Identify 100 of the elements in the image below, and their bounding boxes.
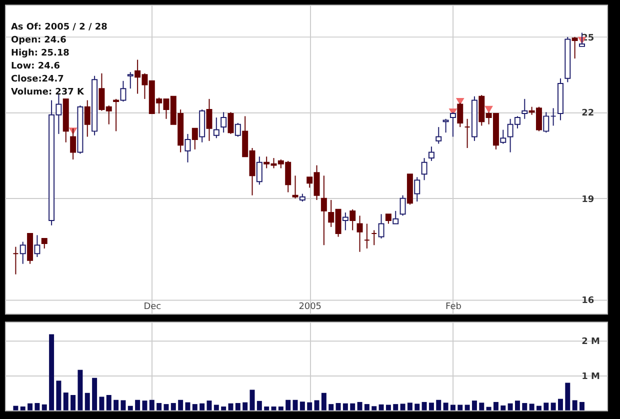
bar <box>185 402 190 410</box>
candlestick <box>550 108 556 126</box>
candlestick <box>320 175 327 246</box>
bar <box>42 404 47 410</box>
bar <box>565 382 570 410</box>
annotation: As Of: 2005 / 2 / 28 <box>10 22 108 33</box>
bar <box>106 394 112 410</box>
bar <box>378 404 384 410</box>
bar <box>314 400 320 410</box>
bar <box>393 404 398 410</box>
bar <box>286 400 291 410</box>
bar <box>214 404 219 410</box>
bar <box>479 402 484 410</box>
candlestick <box>464 118 470 148</box>
candlestick <box>192 128 198 150</box>
candlestick <box>400 194 406 216</box>
candlestick <box>572 36 578 60</box>
bar <box>514 400 520 410</box>
annotation: Open: 24.6 <box>10 36 66 46</box>
bar <box>164 404 169 410</box>
candlestick <box>34 234 40 258</box>
candlestick <box>256 156 262 186</box>
bar <box>428 402 434 410</box>
bar <box>99 396 104 410</box>
candlestick <box>220 112 227 134</box>
bar <box>192 404 198 410</box>
bar <box>464 404 470 410</box>
bar <box>34 403 40 410</box>
candlestick <box>342 212 348 231</box>
bar <box>336 403 341 410</box>
bar <box>443 402 448 410</box>
bar <box>149 400 154 410</box>
y-tick-label: 1 M <box>582 372 600 382</box>
bar <box>235 403 240 410</box>
candlestick <box>350 208 356 231</box>
candlestick <box>12 246 19 275</box>
point <box>484 106 493 114</box>
y-tick-label: 2 M <box>582 336 600 347</box>
candlestick <box>421 158 428 181</box>
bar <box>500 405 506 410</box>
candlestick <box>371 230 378 246</box>
bar <box>522 403 528 410</box>
annotation: Low: 24.6 <box>10 61 60 72</box>
bar <box>78 370 83 410</box>
bar <box>156 403 162 410</box>
bar <box>264 406 270 410</box>
bar <box>436 400 442 410</box>
bar <box>350 403 356 410</box>
candlestick <box>113 98 120 132</box>
bar <box>128 406 133 410</box>
annotation: Volume: 237 K <box>10 87 86 98</box>
candlestick <box>356 215 363 252</box>
bar <box>422 402 427 410</box>
candlestick <box>364 223 370 249</box>
bar <box>278 406 284 410</box>
bar <box>206 400 212 410</box>
x-tick-label: Dec <box>144 302 162 312</box>
candlestick <box>228 112 234 134</box>
bar <box>20 406 26 410</box>
bar <box>364 404 370 410</box>
candlestick <box>392 210 399 224</box>
bar <box>342 403 348 410</box>
candlestick <box>378 214 384 239</box>
bar <box>550 402 556 410</box>
bar <box>142 400 148 410</box>
bar <box>529 404 534 410</box>
candlestick <box>436 126 442 144</box>
bar <box>63 392 68 410</box>
candlestick <box>234 122 241 138</box>
bar <box>372 406 377 410</box>
bar <box>414 404 420 410</box>
bar <box>486 406 492 410</box>
bar <box>49 334 54 410</box>
bar <box>572 400 578 410</box>
bar <box>558 398 563 410</box>
bar <box>493 402 498 410</box>
candlestick <box>213 117 220 139</box>
candlestick <box>385 214 392 224</box>
bar <box>292 400 298 410</box>
bar <box>84 392 90 410</box>
candlestick <box>292 175 298 199</box>
bar <box>579 402 584 410</box>
bar <box>450 404 456 410</box>
candlestick <box>543 112 550 134</box>
bar <box>242 402 248 410</box>
candlestick <box>20 241 26 264</box>
bar <box>472 400 477 410</box>
annotation: High: 25.18 <box>10 48 70 59</box>
bar <box>400 404 406 410</box>
candlestick <box>428 146 434 162</box>
bar <box>92 378 98 410</box>
bar <box>386 404 391 410</box>
bar <box>458 404 463 410</box>
bar <box>70 394 76 410</box>
bar <box>536 406 542 410</box>
candlestick <box>414 176 420 202</box>
bar <box>114 400 119 410</box>
bar <box>120 400 126 410</box>
bar <box>28 403 33 410</box>
annotation: Close:24.7 <box>10 74 64 84</box>
